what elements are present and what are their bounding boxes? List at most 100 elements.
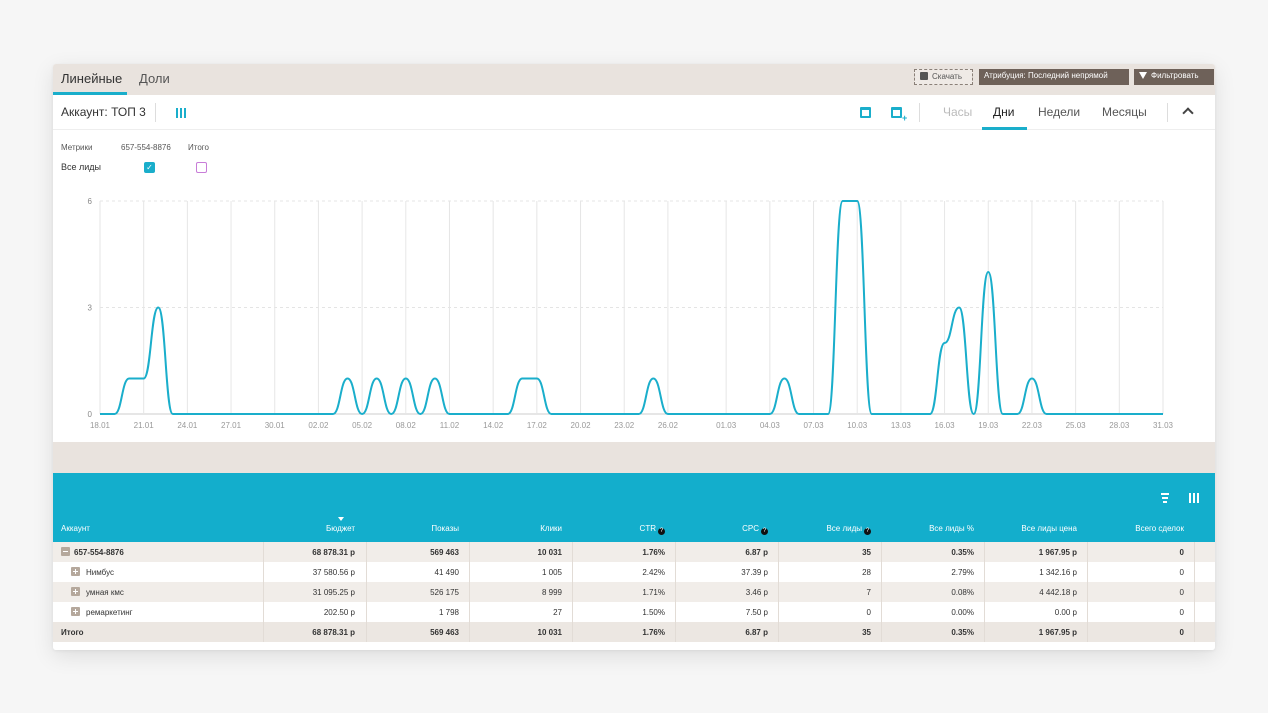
table-row[interactable]: 657-554-8876 68 878.31 р 569 463 10 031 1.76…: [53, 542, 1215, 562]
metric-all-leads-label: Все лиды: [61, 162, 102, 172]
chevron-up-icon[interactable]: [1182, 107, 1194, 119]
x-tick-label: 19.03: [978, 421, 999, 430]
filter-label: Фильтровать: [1151, 71, 1199, 80]
collapse-icon[interactable]: [61, 547, 70, 556]
table-cell: 1 342.16 р: [1039, 568, 1077, 577]
table-cell: 0.08%: [951, 588, 974, 597]
expand-icon[interactable]: [71, 567, 80, 576]
x-tick-label: 11.02: [440, 421, 460, 430]
column-divider: [778, 582, 779, 602]
row-name: 657-554-8876: [74, 548, 124, 557]
table-cell: 6.87 р: [745, 628, 768, 637]
download-icon: [920, 72, 928, 80]
x-tick-label: 25.03: [1066, 421, 1087, 430]
columns-icon[interactable]: [176, 108, 186, 118]
column-header[interactable]: Всего сделок: [1135, 524, 1184, 533]
table-cell: 0.00%: [951, 608, 974, 617]
x-tick-label: 22.03: [1022, 421, 1043, 430]
calendar-icon[interactable]: [860, 107, 871, 118]
period-weeks[interactable]: Недели: [1038, 105, 1081, 119]
x-tick-label: 24.01: [177, 421, 198, 430]
column-divider: [1087, 602, 1088, 622]
x-tick-label: 01.03: [716, 421, 737, 430]
column-divider: [1087, 622, 1088, 642]
column-divider: [366, 582, 367, 602]
report-card: Линейные Доли Скачать Атрибуция: Последн…: [53, 64, 1215, 650]
period-months[interactable]: Месяцы: [1102, 105, 1147, 119]
tab-shares[interactable]: Доли: [139, 71, 170, 86]
calendar-add-icon[interactable]: [891, 107, 902, 118]
column-header[interactable]: Показы: [431, 524, 459, 533]
table-cell: 0: [866, 608, 871, 617]
column-divider: [263, 602, 264, 622]
table-row[interactable]: Нимбус 37 580.56 р 41 490 1 005 2.42% 37.39 р…: [53, 562, 1215, 582]
x-tick-label: 08.02: [396, 421, 417, 430]
table-total-row: Итого 68 878.31 р 569 463 10 031 1.76% 6.87 р…: [53, 622, 1215, 642]
column-divider: [572, 622, 573, 642]
help-icon[interactable]: ?: [761, 528, 768, 535]
table-header: Аккаунт Бюджет Показы Клики CTR? CPC? Все лиды…: [53, 473, 1215, 542]
column-header[interactable]: Аккаунт: [61, 524, 90, 533]
column-header[interactable]: Бюджет: [326, 524, 355, 533]
column-divider: [984, 582, 985, 602]
column-divider: [984, 602, 985, 622]
x-tick-label: 02.02: [308, 421, 329, 430]
x-tick-label: 20.02: [571, 421, 592, 430]
column-header[interactable]: Все лиды %: [929, 524, 974, 533]
column-divider: [1194, 622, 1195, 642]
x-tick-label: 18.01: [90, 421, 111, 430]
x-tick-label: 04.03: [760, 421, 781, 430]
column-divider: [366, 562, 367, 582]
divider: [919, 103, 920, 122]
table-cell: 3.46 р: [745, 588, 768, 597]
table-cell: 31 095.25 р: [312, 588, 355, 597]
account-title: Аккаунт: ТОП 3: [61, 105, 146, 119]
column-divider: [263, 622, 264, 642]
help-icon[interactable]: ?: [864, 528, 871, 535]
column-header[interactable]: Клики: [540, 524, 562, 533]
table-row[interactable]: умная кмс 31 095.25 р 526 175 8 999 1.71% 3.4…: [53, 582, 1215, 602]
x-tick-label: 27.01: [221, 421, 242, 430]
expand-icon[interactable]: [71, 587, 80, 596]
column-divider: [778, 562, 779, 582]
column-divider: [469, 622, 470, 642]
x-tick-label: 14.02: [483, 421, 504, 430]
expand-icon[interactable]: [71, 607, 80, 616]
table-cell: 0: [1179, 568, 1184, 577]
download-button[interactable]: Скачать: [914, 69, 973, 85]
help-icon[interactable]: ?: [658, 528, 665, 535]
divider: [1167, 103, 1168, 122]
attribution-button[interactable]: Атрибуция: Последний непрямой: [979, 69, 1129, 85]
sort-desc-icon: [338, 517, 344, 521]
x-tick-label: 10.03: [847, 421, 868, 430]
column-header[interactable]: CPC?: [742, 524, 768, 535]
x-tick-label: 13.03: [891, 421, 912, 430]
column-header[interactable]: Все лиды цена: [1021, 524, 1077, 533]
tab-linear[interactable]: Линейные: [61, 71, 123, 86]
column-divider: [1087, 542, 1088, 562]
column-header[interactable]: Все лиды?: [826, 524, 871, 535]
table-cell: 1.76%: [642, 628, 665, 637]
column-divider: [469, 602, 470, 622]
table-cell: 8 999: [541, 588, 562, 597]
row-name: Нимбус: [86, 568, 114, 577]
x-tick-label: 05.02: [352, 421, 373, 430]
filter-icon: [1139, 72, 1147, 79]
attribution-label: Атрибуция: Последний непрямой: [984, 71, 1108, 80]
table-cell: 37 580.56 р: [312, 568, 355, 577]
sort-icon[interactable]: [1161, 493, 1169, 505]
chart-grid: [99, 200, 1164, 415]
table-row[interactable]: ремаркетинг 202.50 р 1 798 27 1.50% 7.50 р 0 0.…: [53, 602, 1215, 622]
table-columns-icon[interactable]: [1189, 493, 1199, 503]
row-name: ремаркетинг: [86, 608, 133, 617]
chart-controls-row: Аккаунт: ТОП 3 + Часы Дни Недели Месяцы: [53, 95, 1215, 130]
column-divider: [1194, 562, 1195, 582]
total-metric-checkbox[interactable]: [196, 162, 207, 173]
account-metric-checkbox[interactable]: ✓: [144, 162, 155, 173]
filter-button[interactable]: Фильтровать: [1134, 69, 1214, 85]
period-days[interactable]: Дни: [993, 105, 1015, 119]
column-header[interactable]: CTR?: [639, 524, 665, 535]
row-name: умная кмс: [86, 588, 124, 597]
table-cell: 10 031: [537, 628, 562, 637]
period-hours[interactable]: Часы: [943, 105, 973, 119]
